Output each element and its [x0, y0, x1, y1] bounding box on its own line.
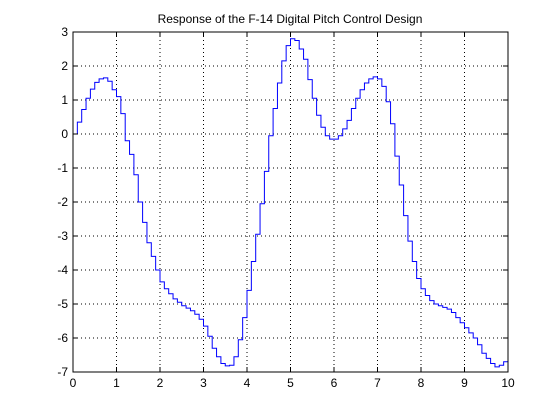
- x-tick-label: 10: [501, 376, 515, 390]
- y-tick-label: 1: [61, 93, 68, 107]
- x-tick-label: 1: [113, 376, 120, 390]
- y-tick-labels: 3 2 1 0 -1 -2 -3 -4 -5 -6 -7: [57, 25, 68, 379]
- series-line: [73, 38, 509, 368]
- y-tick-label: -3: [57, 229, 68, 243]
- y-tick-label: -1: [57, 161, 68, 175]
- x-tick-label: 2: [157, 376, 164, 390]
- chart-title: Response of the F-14 Digital Pitch Contr…: [158, 12, 423, 26]
- grid-lines: [73, 32, 508, 372]
- x-tick-label: 6: [331, 376, 338, 390]
- y-tick-label: -5: [57, 297, 68, 311]
- tick-marks: [72, 31, 509, 373]
- y-tick-label: -7: [57, 365, 68, 379]
- x-tick-label: 3: [200, 376, 207, 390]
- x-tick-labels: 0 1 2 3 4 5 6 7 8 9 10: [70, 376, 515, 390]
- x-tick-label: 5: [287, 376, 294, 390]
- x-tick-label: 7: [374, 376, 381, 390]
- x-tick-label: 8: [418, 376, 425, 390]
- x-tick-label: 0: [70, 376, 77, 390]
- y-tick-label: -4: [57, 263, 68, 277]
- y-tick-label: 0: [61, 127, 68, 141]
- x-tick-label: 4: [244, 376, 251, 390]
- y-tick-label: -6: [57, 331, 68, 345]
- y-tick-label: 3: [61, 25, 68, 39]
- x-tick-label: 9: [461, 376, 468, 390]
- y-tick-label: 2: [61, 59, 68, 73]
- series-group: [73, 38, 509, 368]
- y-tick-label: -2: [57, 195, 68, 209]
